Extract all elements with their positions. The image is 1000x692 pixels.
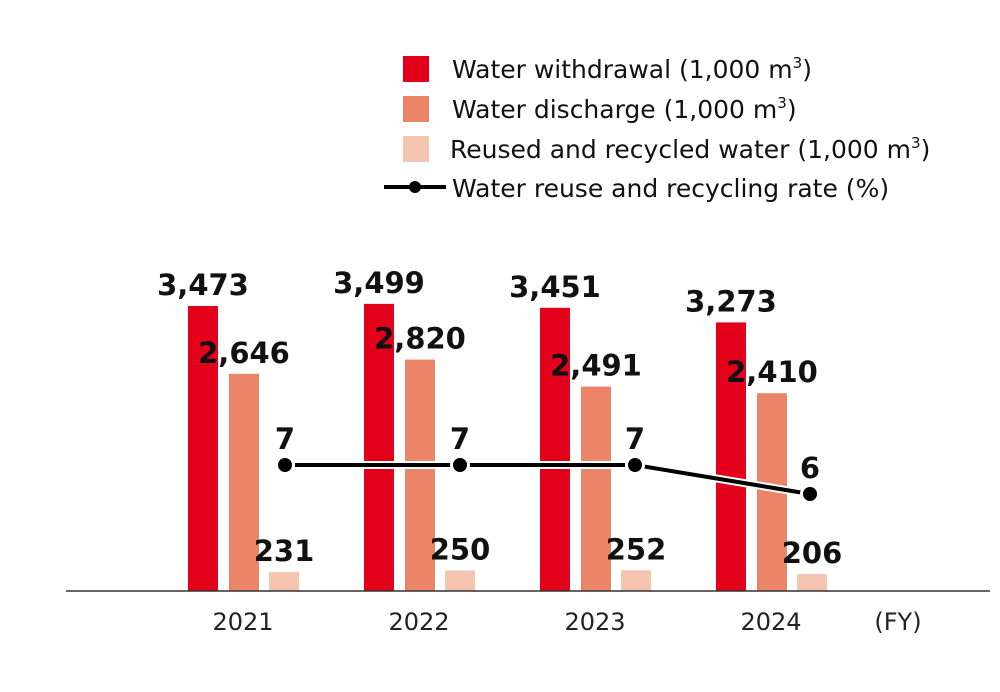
rate-marker-2021: [278, 458, 292, 472]
rate-line-group: 7 7 7 6: [275, 422, 820, 504]
legend-label-rate: Water reuse and recycling rate (%): [452, 174, 889, 203]
bar-label-2024-series-1: 2,410: [726, 355, 818, 389]
bar-label-2021-series-2: 231: [254, 534, 315, 568]
legend-label-withdrawal: Water withdrawal (1,000 m3): [452, 54, 812, 84]
bar-2022-series-1: [405, 359, 435, 591]
rate-label-2021: 7: [275, 422, 295, 456]
x-tick-2023: 2023: [564, 608, 625, 636]
legend-label-reused: Reused and recycled water (1,000 m3): [450, 134, 930, 164]
bar-2024-series-0: [716, 322, 746, 591]
bar-label-2024-series-0: 3,273: [685, 284, 777, 318]
bar-label-2023-series-1: 2,491: [550, 349, 642, 383]
bar-2021-series-2: [269, 572, 299, 591]
rate-label-2023: 7: [625, 422, 645, 456]
rate-marker-2023: [628, 458, 642, 472]
bar-2022-series-2: [445, 570, 475, 591]
x-tick-2021: 2021: [212, 608, 273, 636]
bar-label-2023-series-0: 3,451: [509, 270, 601, 304]
legend-marker-rate: [409, 181, 421, 193]
bar-2023-series-1: [581, 386, 611, 591]
x-unit-label: (FY): [874, 608, 921, 636]
legend-swatch-withdrawal: [403, 56, 429, 82]
bar-label-2022-series-2: 250: [430, 532, 491, 566]
bar-2021-series-1: [229, 373, 259, 591]
rate-marker-2022: [453, 458, 467, 472]
legend-swatch-discharge: [403, 96, 429, 122]
bar-label-2024-series-2: 206: [782, 536, 843, 570]
bar-2024-series-2: [797, 574, 827, 591]
rate-line: [285, 463, 811, 496]
bar-2021-series-0: [188, 306, 218, 591]
bar-label-2022-series-0: 3,499: [333, 266, 425, 300]
bar-label-2021-series-0: 3,473: [157, 268, 249, 302]
legend-swatch-reused: [403, 136, 429, 162]
legend-label-discharge: Water discharge (1,000 m3): [452, 94, 797, 124]
bar-2023-series-0: [540, 307, 570, 591]
bar-2022-series-0: [364, 303, 394, 591]
bar-label-2021-series-1: 2,646: [198, 336, 290, 370]
x-ticks: 2021 2022 2023 2024: [212, 608, 801, 636]
bars: 3,473 2,646 231 3,499 2,820 250 3,451 2,491 252 3…: [157, 266, 842, 591]
legend: Water withdrawal (1,000 m3) Water discha…: [384, 54, 930, 203]
rate-marker-2024: [803, 487, 817, 501]
bar-label-2023-series-2: 252: [606, 532, 667, 566]
bar-2023-series-2: [621, 570, 651, 591]
x-tick-2022: 2022: [388, 608, 449, 636]
bar-label-2022-series-1: 2,820: [374, 322, 466, 356]
rate-label-2022: 7: [450, 422, 470, 456]
rate-label-2024: 6: [800, 451, 820, 485]
x-tick-2024: 2024: [740, 608, 801, 636]
